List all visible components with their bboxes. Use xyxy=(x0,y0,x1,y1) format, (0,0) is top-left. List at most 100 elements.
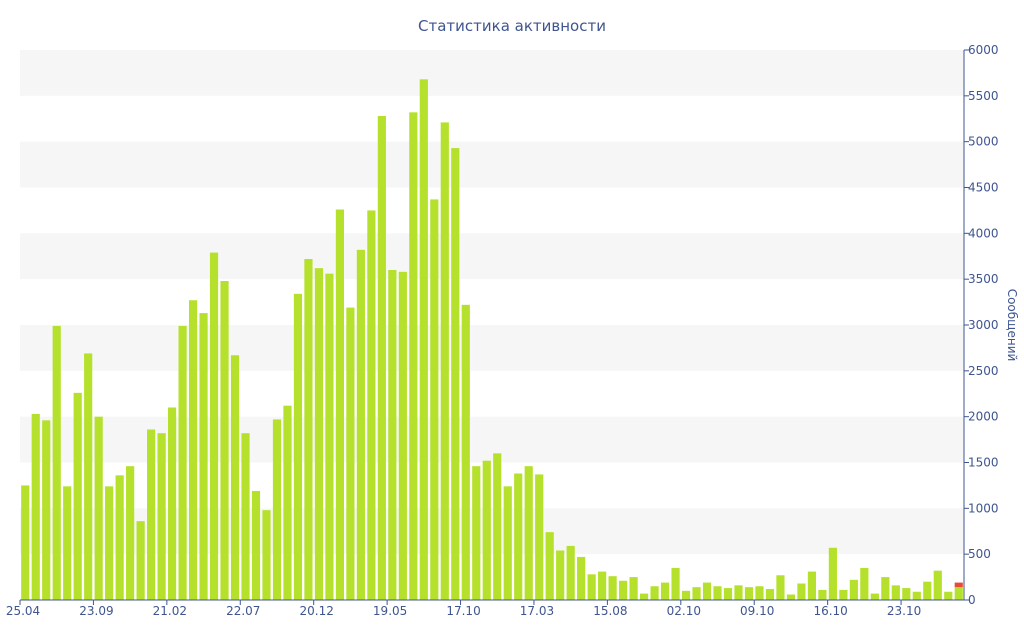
bar xyxy=(640,593,649,600)
bar xyxy=(377,116,386,600)
x-tick-label: 15.08 xyxy=(593,604,627,618)
y-tick-label: 500 xyxy=(968,547,991,561)
bar xyxy=(660,582,670,600)
bar xyxy=(860,567,869,600)
bar xyxy=(230,355,240,600)
bar xyxy=(356,249,365,600)
bar xyxy=(933,570,942,600)
bar xyxy=(293,293,303,600)
bar xyxy=(325,273,334,600)
bar xyxy=(828,547,837,600)
bar xyxy=(797,583,806,600)
y-axis-title: Сообщений xyxy=(1005,289,1019,362)
bar xyxy=(367,210,376,601)
bar xyxy=(786,594,796,600)
grid-band xyxy=(20,325,964,371)
bar xyxy=(671,567,680,600)
bar xyxy=(283,405,292,600)
bar xyxy=(157,433,166,600)
bar xyxy=(776,575,785,600)
y-tick-label: 1500 xyxy=(968,456,999,470)
bar xyxy=(870,593,879,600)
bar xyxy=(713,586,722,600)
bar xyxy=(556,550,565,600)
bar xyxy=(839,589,848,600)
grid-band xyxy=(20,508,964,555)
bar-highlight xyxy=(954,582,963,588)
bar xyxy=(912,591,921,600)
bar xyxy=(94,416,103,600)
y-tick-label: 2500 xyxy=(968,364,999,378)
bar xyxy=(126,466,135,600)
y-tick-label: 6000 xyxy=(968,43,999,57)
y-tick-label: 5500 xyxy=(968,89,999,103)
x-tick-label: 17.10 xyxy=(446,604,480,618)
bar xyxy=(304,259,313,600)
bar xyxy=(335,209,344,600)
bar xyxy=(199,313,208,600)
bar xyxy=(577,556,586,600)
bar xyxy=(902,588,911,600)
bar xyxy=(681,590,691,600)
x-tick-label: 21.02 xyxy=(153,604,187,618)
bar xyxy=(388,270,397,600)
bar xyxy=(168,407,177,600)
bar xyxy=(409,112,418,600)
y-tick-label: 5000 xyxy=(968,135,999,149)
bar xyxy=(461,304,470,600)
bar xyxy=(451,148,460,600)
bar xyxy=(472,466,481,600)
y-tick-label: 2000 xyxy=(968,410,999,424)
bar xyxy=(52,325,61,600)
bar xyxy=(608,576,617,600)
x-tick-label: 09.10 xyxy=(740,604,774,618)
bar xyxy=(734,585,743,600)
bar xyxy=(84,353,93,600)
bar xyxy=(241,433,250,600)
grid-band xyxy=(20,141,964,188)
bar xyxy=(723,588,733,600)
x-tick-label: 20.12 xyxy=(300,604,334,618)
bar xyxy=(419,79,428,600)
y-tick-label: 4000 xyxy=(968,226,999,240)
y-tick-label: 3000 xyxy=(968,318,999,332)
bar xyxy=(598,571,607,600)
bar xyxy=(619,580,628,600)
x-tick-label: 23.10 xyxy=(887,604,921,618)
bar xyxy=(188,300,198,600)
bar xyxy=(209,252,219,600)
bar xyxy=(21,485,30,600)
grid-band xyxy=(20,416,964,463)
bar xyxy=(73,392,82,600)
bar xyxy=(42,420,51,600)
bar xyxy=(891,585,900,600)
bar xyxy=(744,587,754,600)
bar xyxy=(545,532,554,600)
y-tick-label: 1000 xyxy=(968,501,999,515)
y-axis: 0 500 1000 1500 2000 2500 3000 3500 4000 4500 5000… xyxy=(963,43,999,607)
bar xyxy=(63,486,72,600)
bar xyxy=(136,521,145,600)
x-tick-label: 16.10 xyxy=(813,604,847,618)
x-axis: 25.04 23.09 21.02 22.07 20.12 19.05 17.10 17.03… xyxy=(6,599,964,618)
bar xyxy=(31,413,40,600)
bar xyxy=(514,473,523,600)
grid-bands xyxy=(20,50,964,555)
bar xyxy=(430,199,439,601)
bar xyxy=(493,453,502,600)
x-tick-label: 17.03 xyxy=(520,604,554,618)
bar xyxy=(818,589,827,600)
grid-band xyxy=(20,50,964,96)
bar xyxy=(650,586,659,600)
bar xyxy=(262,510,271,600)
y-tick-label: 4500 xyxy=(968,181,999,195)
bar xyxy=(314,268,324,600)
bar xyxy=(482,460,491,600)
bar-series xyxy=(21,79,963,601)
bar xyxy=(105,486,114,600)
x-tick-label: 02.10 xyxy=(667,604,701,618)
bar xyxy=(524,466,533,600)
x-tick-label: 19.05 xyxy=(373,604,407,618)
bar xyxy=(147,429,156,600)
